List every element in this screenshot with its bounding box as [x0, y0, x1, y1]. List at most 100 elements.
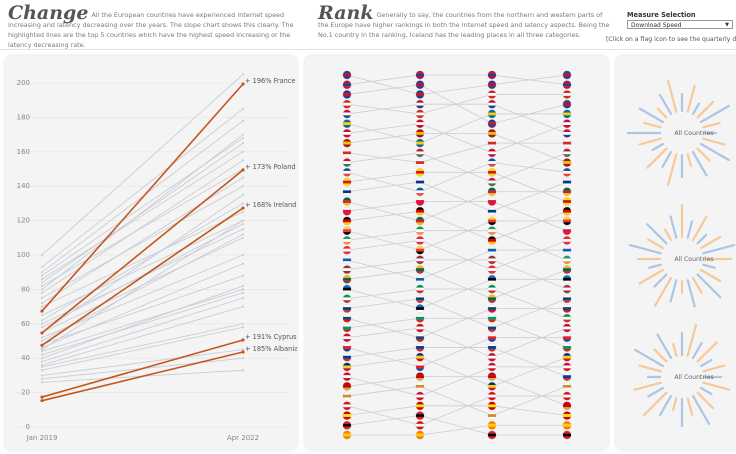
flag-icon[interactable]	[415, 362, 425, 372]
flag-icon[interactable]	[415, 401, 425, 411]
flag-icon[interactable]	[562, 401, 572, 411]
flag-icon[interactable]	[342, 245, 352, 255]
flag-icon[interactable]	[487, 333, 497, 343]
flag-icon[interactable]	[562, 343, 572, 352]
flag-icon[interactable]	[562, 265, 572, 274]
flag-icon[interactable]	[415, 255, 425, 265]
flag-icon[interactable]	[562, 304, 572, 313]
flag-icon[interactable]	[342, 411, 352, 420]
flag-icon[interactable]	[415, 119, 425, 128]
flag-icon[interactable]	[342, 333, 352, 343]
flag-icon[interactable]	[487, 275, 497, 284]
flag-icon[interactable]	[415, 129, 425, 138]
flag-icon[interactable]	[415, 284, 425, 294]
flag-icon[interactable]	[415, 275, 425, 284]
flag-icon[interactable]	[487, 372, 497, 381]
flag-icon[interactable]	[562, 352, 572, 362]
flag-icon[interactable]	[415, 372, 425, 381]
flag-icon[interactable]	[562, 294, 572, 304]
flag-icon[interactable]	[487, 362, 497, 372]
flag-icon[interactable]	[487, 80, 497, 90]
flag-icon[interactable]	[342, 430, 352, 440]
flag-icon[interactable]	[562, 138, 572, 148]
flag-icon[interactable]	[487, 304, 497, 313]
flag-icon[interactable]	[342, 323, 352, 333]
flag-icon[interactable]	[415, 207, 425, 216]
flag-icon[interactable]	[487, 216, 497, 226]
flag-icon[interactable]	[342, 119, 352, 128]
flag-icon[interactable]	[562, 275, 572, 284]
flag-icon[interactable]	[415, 109, 425, 119]
flag-icon[interactable]	[342, 255, 352, 265]
flag-icon[interactable]	[342, 197, 352, 206]
flag-icon[interactable]	[487, 294, 497, 304]
flag-icon[interactable]	[487, 129, 497, 138]
flag-icon[interactable]	[487, 430, 497, 440]
flag-icon[interactable]	[562, 90, 572, 99]
flag-icon[interactable]	[342, 304, 352, 313]
flag-icon[interactable]	[415, 197, 425, 206]
flag-icon[interactable]	[342, 129, 352, 138]
flag-icon[interactable]	[562, 226, 572, 235]
flag-icon[interactable]	[342, 382, 352, 391]
flag-icon[interactable]	[342, 372, 352, 381]
flag-icon[interactable]	[415, 216, 425, 226]
flag-icon[interactable]	[342, 343, 352, 352]
flag-icon[interactable]	[342, 362, 352, 372]
flag-icon[interactable]	[487, 99, 497, 109]
flag-icon[interactable]	[342, 207, 352, 216]
flag-icon[interactable]	[415, 226, 425, 235]
flag-icon[interactable]	[487, 352, 497, 362]
flag-icon[interactable]	[487, 382, 497, 391]
flag-icon[interactable]	[487, 187, 497, 197]
flag-icon[interactable]	[487, 255, 497, 265]
flag-icon[interactable]	[415, 323, 425, 333]
flag-icon[interactable]	[562, 333, 572, 343]
flag-icon[interactable]	[562, 70, 572, 80]
flag-icon[interactable]	[342, 80, 352, 90]
flag-icon[interactable]	[487, 148, 497, 158]
flag-icon[interactable]	[415, 187, 425, 197]
flag-icon[interactable]	[487, 401, 497, 411]
flag-icon[interactable]	[562, 314, 572, 323]
flag-icon[interactable]	[487, 90, 497, 99]
flag-icon[interactable]	[342, 352, 352, 362]
flag-icon[interactable]	[415, 382, 425, 391]
flag-icon[interactable]	[562, 197, 572, 206]
flag-icon[interactable]	[487, 284, 497, 294]
flag-icon[interactable]	[415, 168, 425, 177]
flag-icon[interactable]	[562, 362, 572, 372]
flag-icon[interactable]	[487, 177, 497, 187]
flag-icon[interactable]	[342, 138, 352, 148]
flag-icon[interactable]	[562, 207, 572, 216]
flag-icon[interactable]	[415, 294, 425, 304]
flag-icon[interactable]	[342, 158, 352, 167]
flag-icon[interactable]	[342, 226, 352, 235]
flag-icon[interactable]	[487, 236, 497, 245]
flag-icon[interactable]	[487, 391, 497, 401]
flag-icon[interactable]	[342, 187, 352, 197]
flag-icon[interactable]	[342, 265, 352, 274]
flag-icon[interactable]	[342, 168, 352, 177]
flag-icon[interactable]	[487, 411, 497, 420]
flag-icon[interactable]	[342, 99, 352, 109]
flag-icon[interactable]	[415, 158, 425, 167]
flag-icon[interactable]	[342, 284, 352, 294]
flag-icon[interactable]	[487, 314, 497, 323]
flag-icon[interactable]	[487, 323, 497, 333]
flag-icon[interactable]	[487, 109, 497, 119]
flag-icon[interactable]	[487, 168, 497, 177]
flag-icon[interactable]	[562, 411, 572, 420]
flag-icon[interactable]	[415, 177, 425, 187]
flag-icon[interactable]	[415, 314, 425, 323]
flag-icon[interactable]	[342, 421, 352, 430]
flag-icon[interactable]	[342, 90, 352, 99]
flag-icon[interactable]	[415, 265, 425, 274]
measure-dropdown[interactable]: Download Speed ▼	[627, 20, 733, 29]
flag-icon[interactable]	[415, 430, 425, 440]
flag-icon[interactable]	[562, 148, 572, 158]
flag-icon[interactable]	[487, 70, 497, 80]
flag-icon[interactable]	[562, 323, 572, 333]
flag-icon[interactable]	[487, 343, 497, 352]
flag-icon[interactable]	[415, 352, 425, 362]
